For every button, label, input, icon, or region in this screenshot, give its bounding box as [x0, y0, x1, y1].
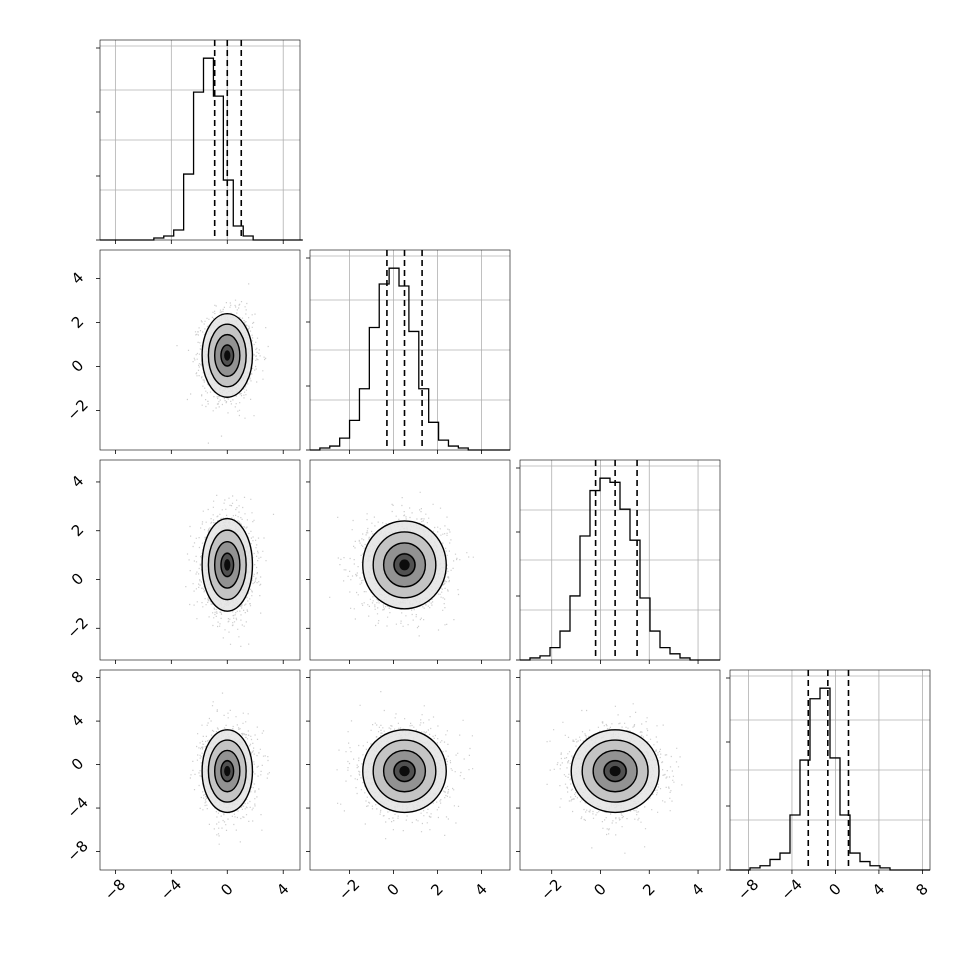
pair-panel-3-2: −2 0 2 4 [516, 669, 721, 904]
density-level-0-4 [224, 350, 231, 361]
y-tick-label-2-3: 4 [68, 472, 87, 491]
hist-frame-1 [309, 249, 511, 451]
x-tick-label-2-2-pair: 2 [639, 880, 658, 899]
histogram-1 [310, 267, 510, 451]
density-level-5-4 [609, 765, 621, 777]
pair-content-3 [189, 692, 270, 845]
x-tick-label-2-0-pair: −2 [537, 875, 565, 903]
y-tick-label-1-3: 4 [68, 268, 87, 287]
contour-3-3 [220, 760, 235, 783]
density-level-3-4 [224, 765, 231, 777]
x-tick-label-2-1-pair: 0 [590, 880, 609, 899]
contour-4-1 [372, 739, 437, 803]
pair-frame-4 [309, 669, 511, 871]
contour-1-3 [220, 552, 235, 578]
contour-0-1 [207, 323, 247, 388]
contour-3-0 [201, 729, 254, 814]
density-level-4-4 [399, 765, 410, 777]
x-tick-label-1-1-pair: 0 [383, 880, 402, 899]
histogram-0 [100, 57, 303, 241]
contour-0-3 [220, 344, 235, 367]
histogram-2 [520, 477, 720, 661]
hist-frame-2 [519, 459, 721, 661]
hist-panel-1 [306, 249, 511, 454]
contour-3-2 [213, 749, 241, 793]
pair-panel-3-0: −8 −4 0 4 −8 −4 0 4 8 [63, 668, 301, 904]
y-tick-label-3-1: −4 [63, 794, 91, 822]
contour-1-2 [213, 541, 241, 589]
y-tick-label-1-1: 0 [68, 356, 87, 375]
pair-frame-5 [519, 669, 721, 871]
x-tick-label-0-0-pair: −8 [101, 875, 129, 903]
contour-1-0 [201, 517, 254, 612]
x-tick-label-3-4: 8 [912, 880, 931, 899]
contour-2-2 [382, 542, 427, 588]
y-tick-label-3-0: −8 [63, 837, 91, 865]
contour-0-0 [201, 313, 254, 398]
x-tick-label-0-3-pair: 4 [273, 880, 292, 899]
hist-panel-2 [516, 459, 721, 664]
pair-panel-1-0: −2 0 2 4 [63, 249, 301, 454]
x-tick-label-3-2: 0 [825, 880, 844, 899]
contour-2-1 [372, 531, 437, 599]
contour-5-3 [603, 760, 627, 783]
x-tick-label-0-1-pair: −4 [157, 875, 185, 903]
y-tick-label-3-4: 8 [68, 668, 87, 687]
pair-frame-1 [99, 459, 301, 661]
y-tick-label-1-0: −2 [63, 396, 91, 424]
histogram-3 [730, 687, 930, 871]
contour-2-0 [362, 520, 447, 610]
pair-frame-2 [309, 459, 511, 661]
x-tick-label-0-2-pair: 0 [217, 880, 236, 899]
y-tick-label-3-2: 0 [68, 754, 87, 773]
x-tick-label-1-0-pair: −2 [335, 875, 363, 903]
y-tick-label-1-2: 2 [68, 312, 87, 331]
x-tick-label-2-3-pair: 4 [688, 880, 707, 899]
contour-0-2 [213, 333, 241, 378]
hist-frame-3 [729, 669, 931, 871]
contour-3-1 [207, 739, 247, 803]
pair-content-5 [546, 703, 683, 854]
y-tick-label-3-3: 4 [68, 711, 87, 730]
hist-panel-3: −8 −4 0 4 8 [726, 669, 932, 904]
density-level-2-4 [399, 559, 410, 571]
x-tick-label-3-3: 4 [869, 880, 888, 899]
pair-content-0 [176, 283, 269, 444]
contour-5-2 [592, 749, 638, 793]
y-tick-label-2-2: 2 [68, 521, 87, 540]
contour-5-1 [581, 739, 649, 803]
contour-4-0 [362, 729, 447, 814]
hist-panel-0 [96, 39, 303, 244]
pair-panel-3-1: −2 0 2 4 [306, 669, 511, 904]
y-tick-label-2-0: −2 [63, 614, 91, 642]
contour-5-0 [570, 729, 660, 814]
pair-content-4 [336, 691, 474, 840]
x-tick-label-1-2-pair: 2 [427, 880, 446, 899]
x-tick-label-3-1: −4 [777, 875, 805, 903]
contour-1-1 [207, 529, 247, 601]
pair-frame-0 [99, 249, 301, 451]
pair-frame-3 [99, 669, 301, 871]
pair-panel-2-0: −2 0 2 4 [63, 459, 301, 664]
contour-2-3 [393, 553, 416, 577]
density-level-1-4 [224, 559, 231, 571]
pair-panel-2-1 [306, 459, 511, 664]
x-tick-label-1-3-pair: 4 [471, 880, 490, 899]
x-tick-label-3-0: −8 [734, 875, 762, 903]
hist-frame-0 [99, 39, 301, 241]
contour-4-2 [382, 749, 427, 793]
y-tick-label-2-1: 0 [68, 569, 87, 588]
contour-4-3 [393, 760, 416, 783]
pair-content-1 [185, 494, 275, 647]
pair-content-2 [329, 491, 474, 637]
